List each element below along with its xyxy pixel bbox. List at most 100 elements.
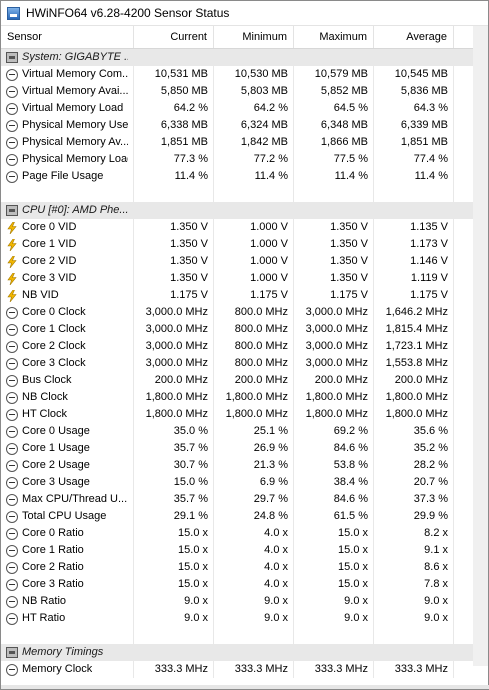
lightning-icon	[6, 221, 18, 234]
current-value: 1,800.0 MHz	[134, 389, 214, 406]
sensor-name-cell: Page File Usage	[1, 168, 134, 185]
column-header-sensor[interactable]: Sensor	[1, 26, 134, 48]
average-value: 1,800.0 MHz	[374, 406, 454, 423]
sensor-name-cell: Physical Memory Av...	[1, 134, 134, 151]
minimum-value: 1.000 V	[214, 270, 294, 287]
gauge-icon	[6, 102, 18, 115]
sensor-row[interactable]: Core 2 Clock 3,000.0 MHz 800.0 MHz 3,000.0 …	[1, 338, 473, 355]
average-value: 8.2 x	[374, 525, 454, 542]
sensor-row[interactable]: Core 2 Usage 30.7 % 21.3 % 53.8 % 28.2 %	[1, 457, 473, 474]
sensor-name-cell: Max CPU/Thread U...	[1, 491, 134, 508]
sensor-label: Max CPU/Thread U...	[22, 493, 128, 505]
minimum-value: 29.7 %	[214, 491, 294, 508]
minimum-value: 800.0 MHz	[214, 338, 294, 355]
sensor-row[interactable]: Core 3 Ratio 15.0 x 4.0 x 15.0 x 7.8 x	[1, 576, 473, 593]
maximum-value: 84.6 %	[294, 440, 374, 457]
sensor-rows: System: GIGABYTE ... Virtual Memory Com..…	[1, 49, 473, 678]
column-header-maximum[interactable]: Maximum	[294, 26, 374, 48]
sensor-label: Core 2 Usage	[22, 459, 90, 471]
current-value: 3,000.0 MHz	[134, 355, 214, 372]
sensor-name-cell: CPU [#0]: AMD Phe...	[1, 202, 134, 219]
sensor-row[interactable]: Core 2 Ratio 15.0 x 4.0 x 15.0 x 8.6 x	[1, 559, 473, 576]
gauge-icon	[6, 459, 18, 472]
sensor-name-cell: HT Clock	[1, 406, 134, 423]
column-header-minimum[interactable]: Minimum	[214, 26, 294, 48]
gauge-icon	[6, 561, 18, 574]
sensor-group-row[interactable]: System: GIGABYTE ...	[1, 49, 473, 66]
minimum-value: 11.4 %	[214, 168, 294, 185]
sensor-row[interactable]: NB Ratio 9.0 x 9.0 x 9.0 x 9.0 x	[1, 593, 473, 610]
sensor-row[interactable]: Core 1 VID 1.350 V 1.000 V 1.350 V 1.173 V	[1, 236, 473, 253]
sensor-label: NB Ratio	[22, 595, 67, 607]
current-value: 6,338 MB	[134, 117, 214, 134]
sensor-row[interactable]: Core 1 Usage 35.7 % 26.9 % 84.6 % 35.2 %	[1, 440, 473, 457]
maximum-value: 9.0 x	[294, 593, 374, 610]
sensor-row[interactable]: Core 0 Ratio 15.0 x 4.0 x 15.0 x 8.2 x	[1, 525, 473, 542]
sensor-row[interactable]: Core 0 VID 1.350 V 1.000 V 1.350 V 1.135 V	[1, 219, 473, 236]
sensor-group-row[interactable]: CPU [#0]: AMD Phe...	[1, 202, 473, 219]
sensor-row[interactable]: Max CPU/Thread U... 35.7 % 29.7 % 84.6 % 37.…	[1, 491, 473, 508]
sensor-row[interactable]: NB Clock 1,800.0 MHz 1,800.0 MHz 1,800.0 MH…	[1, 389, 473, 406]
current-value: 1.350 V	[134, 253, 214, 270]
sensor-row[interactable]: Core 1 Clock 3,000.0 MHz 800.0 MHz 3,000.0 …	[1, 321, 473, 338]
minimum-value: 1.000 V	[214, 236, 294, 253]
maximum-value: 15.0 x	[294, 542, 374, 559]
sensor-row[interactable]: Core 0 Usage 35.0 % 25.1 % 69.2 % 35.6 %	[1, 423, 473, 440]
sensor-row[interactable]: Core 3 VID 1.350 V 1.000 V 1.350 V 1.119 V	[1, 270, 473, 287]
maximum-value	[294, 202, 374, 219]
average-value: 9.1 x	[374, 542, 454, 559]
sensor-row[interactable]: Core 3 Usage 15.0 % 6.9 % 38.4 % 20.7 %	[1, 474, 473, 491]
sensor-row[interactable]: Physical Memory Av... 1,851 MB 1,842 MB 1,8…	[1, 134, 473, 151]
current-value: 15.0 %	[134, 474, 214, 491]
column-header-current[interactable]: Current	[134, 26, 214, 48]
sensor-row[interactable]: Virtual Memory Load 64.2 % 64.2 % 64.5 % 64.…	[1, 100, 473, 117]
sensor-label: Core 0 Usage	[22, 425, 90, 437]
sensor-name-cell: Core 2 VID	[1, 253, 134, 270]
minimum-value: 1.000 V	[214, 219, 294, 236]
sensor-label: Memory Clock	[22, 663, 93, 675]
minimum-value: 1.000 V	[214, 253, 294, 270]
sensor-row[interactable]: Core 2 VID 1.350 V 1.000 V 1.350 V 1.146 V	[1, 253, 473, 270]
sensor-name-cell: Virtual Memory Load	[1, 100, 134, 117]
sensor-label: Core 3 Clock	[22, 357, 86, 369]
current-value: 35.0 %	[134, 423, 214, 440]
average-value: 37.3 %	[374, 491, 454, 508]
average-value: 8.6 x	[374, 559, 454, 576]
vertical-scrollbar[interactable]	[473, 26, 488, 666]
sensor-row[interactable]: Core 0 Clock 3,000.0 MHz 800.0 MHz 3,000.0 …	[1, 304, 473, 321]
sensor-row[interactable]: Core 1 Ratio 15.0 x 4.0 x 15.0 x 9.1 x	[1, 542, 473, 559]
sensor-row[interactable]: Virtual Memory Com... 10,531 MB 10,530 MB 1…	[1, 66, 473, 83]
title-bar[interactable]: HWiNFO64 v6.28-4200 Sensor Status	[1, 1, 488, 26]
sensor-group-row[interactable]: Memory Timings	[1, 644, 473, 661]
sensor-row[interactable]: Core 3 Clock 3,000.0 MHz 800.0 MHz 3,000.0 …	[1, 355, 473, 372]
minimum-value	[214, 202, 294, 219]
maximum-value: 53.8 %	[294, 457, 374, 474]
current-value: 10,531 MB	[134, 66, 214, 83]
current-value: 1.350 V	[134, 219, 214, 236]
gauge-icon	[6, 119, 18, 132]
current-value	[134, 627, 214, 644]
sensor-label: Virtual Memory Load	[22, 102, 124, 114]
sensor-label: Core 2 Ratio	[22, 561, 84, 573]
sensor-label: Core 1 Ratio	[22, 544, 84, 556]
sensor-row[interactable]: NB VID 1.175 V 1.175 V 1.175 V 1.175 V	[1, 287, 473, 304]
minimum-value: 26.9 %	[214, 440, 294, 457]
sensor-row[interactable]: Physical Memory Used 6,338 MB 6,324 MB 6,34…	[1, 117, 473, 134]
sensor-row[interactable]: Memory Clock 333.3 MHz 333.3 MHz 333.3 MHz 3…	[1, 661, 473, 678]
sensor-row[interactable]: Bus Clock 200.0 MHz 200.0 MHz 200.0 MHz 200.…	[1, 372, 473, 389]
sensor-label: Core 3 Usage	[22, 476, 90, 488]
column-header-average[interactable]: Average	[374, 26, 454, 48]
minimum-value: 1.175 V	[214, 287, 294, 304]
sensor-name-cell: Total CPU Usage	[1, 508, 134, 525]
sensor-row[interactable]: HT Clock 1,800.0 MHz 1,800.0 MHz 1,800.0 MH…	[1, 406, 473, 423]
sensor-row[interactable]: Total CPU Usage 29.1 % 24.8 % 61.5 % 29.9 %	[1, 508, 473, 525]
sensor-row[interactable]: Virtual Memory Avai... 5,850 MB 5,803 MB 5,…	[1, 83, 473, 100]
sensor-row[interactable]: Page File Usage 11.4 % 11.4 % 11.4 % 11.4 %	[1, 168, 473, 185]
horizontal-scrollbar[interactable]	[1, 685, 489, 689]
average-value: 1.119 V	[374, 270, 454, 287]
gauge-icon	[6, 510, 18, 523]
lightning-icon	[6, 255, 18, 268]
sensor-name-cell: Core 3 VID	[1, 270, 134, 287]
sensor-row[interactable]: Physical Memory Load 77.3 % 77.2 % 77.5 % 77…	[1, 151, 473, 168]
sensor-row[interactable]: HT Ratio 9.0 x 9.0 x 9.0 x 9.0 x	[1, 610, 473, 627]
